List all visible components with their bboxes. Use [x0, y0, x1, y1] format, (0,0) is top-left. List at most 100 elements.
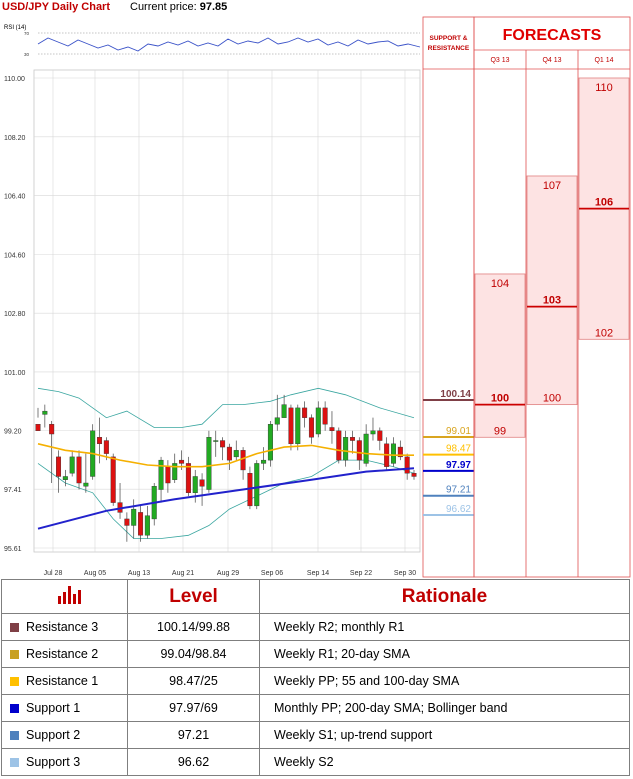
level-color-swatch [10, 731, 19, 741]
support-resistance-column: SUPPORT & RESISTANCE 100.14 99.01 98.47 97.97… [422, 16, 475, 578]
forecast-range-box [526, 175, 578, 406]
x-tick-label: Sep 14 [307, 570, 329, 577]
x-tick-label: Sep 06 [261, 570, 283, 577]
candle-body [411, 473, 417, 477]
levels-table-row: Resistance 1 98.47/25 Weekly PP; 55 and 10… [1, 667, 630, 695]
x-tick-label: Sep 22 [350, 570, 372, 577]
level-color-swatch [10, 758, 19, 768]
candle-body [363, 433, 369, 464]
candle-body [69, 456, 75, 474]
forecast-column-name: Q3 13 [490, 57, 509, 64]
forecast-high-label: 107 [543, 180, 561, 192]
sr-level-label: 100.14 [440, 389, 471, 400]
level-name-cell: Resistance 1 [1, 667, 128, 695]
level-value: 97.97/69 [127, 694, 260, 722]
candle-body [288, 407, 294, 445]
y-tick-label: 104.60 [4, 252, 26, 259]
forecasts-panel: FORECASTS Q3 13 104 100 99 Q4 13 107 103 100 Q1 1… [473, 16, 631, 578]
levels-table-row: Support 3 96.62 Weekly S2 [1, 748, 630, 776]
level-rationale: Monthly PP; 200-day SMA; Bollinger band [259, 694, 630, 722]
y-tick-label: 101.00 [4, 370, 26, 377]
forecast-low-label: 102 [595, 327, 613, 339]
candle-body [172, 463, 178, 480]
levels-table-row: Support 2 97.21 Weekly S1; up-trend suppor… [1, 721, 630, 749]
forecast-low-label: 100 [543, 393, 561, 405]
candle-body [390, 443, 396, 464]
level-name-cell: Support 2 [1, 721, 128, 749]
candle-body [397, 446, 403, 458]
level-name-cell: Support 3 [1, 748, 128, 776]
candle-body [220, 440, 226, 448]
forecast-frame [473, 16, 631, 578]
x-tick-label: Aug 21 [172, 570, 194, 577]
x-tick-label: Aug 05 [84, 570, 106, 577]
level-name: Resistance 3 [26, 620, 99, 634]
candle-body [110, 456, 116, 503]
y-tick-label: 110.00 [4, 76, 25, 83]
sr-level-label: 98.47 [446, 444, 471, 455]
rsi-series-line [37, 37, 421, 52]
candle-body [295, 407, 301, 445]
level-name: Resistance 2 [26, 647, 99, 661]
candle-body [274, 417, 280, 425]
sma-blue-line [37, 467, 415, 530]
candle-body [124, 518, 130, 526]
level-color-swatch [10, 623, 19, 633]
forecast-range-box [474, 273, 526, 438]
levels-table-header: Level Rationale [1, 579, 630, 614]
candle-body [49, 424, 55, 435]
candle-body [62, 476, 68, 480]
candle-body [138, 512, 144, 536]
header-rationale: Rationale [259, 579, 630, 614]
candle-body [315, 407, 321, 435]
candle-body [226, 446, 232, 461]
moving-averages [37, 443, 415, 530]
candle-body [56, 456, 62, 477]
sr-level-label: 96.62 [446, 504, 471, 515]
candle-body [192, 476, 198, 494]
candle-body [185, 463, 191, 494]
level-rationale: Weekly S1; up-trend support [259, 721, 630, 749]
sr-level-label: 97.97 [446, 460, 471, 471]
rsi-label: RSI (14) [4, 25, 26, 31]
candle-body [179, 459, 185, 464]
level-name: Support 1 [26, 701, 81, 715]
candlesticks [35, 394, 417, 542]
level-name-cell: Resistance 2 [1, 640, 128, 668]
x-tick-label: Aug 13 [128, 570, 150, 577]
y-tick-label: 108.20 [4, 135, 26, 142]
current-price: Current price: 97.85 [130, 1, 227, 13]
forecast-low-label: 99 [494, 425, 506, 437]
candle-body [377, 430, 383, 441]
forecast-mid-label: 100 [491, 393, 509, 405]
bar-chart-icon [57, 585, 81, 604]
level-rationale: Weekly S2 [259, 748, 630, 776]
candle-body [322, 407, 328, 425]
candle-body [42, 410, 48, 415]
level-name-cell: Resistance 3 [1, 613, 128, 641]
candle-body [144, 515, 150, 536]
candle-body [83, 482, 89, 487]
candle-body [404, 456, 410, 474]
rsi-tick-30: 30 [24, 52, 30, 57]
plot-frame [33, 69, 421, 553]
forecast-mid-label: 106 [595, 197, 613, 209]
candle-body [254, 463, 260, 507]
candle-body [213, 440, 219, 442]
candle-body [356, 440, 362, 461]
bollinger-bands [37, 387, 415, 539]
y-tick-label: 97.41 [4, 487, 22, 494]
y-tick-label: 102.80 [4, 311, 26, 318]
candle-body [165, 466, 171, 484]
candle-body [370, 430, 376, 435]
header-level: Level [127, 579, 260, 614]
level-value: 100.14/99.88 [127, 613, 260, 641]
y-tick-label: 99.20 [4, 429, 22, 436]
chart-axes: 110.00 108.20 106.40 104.60 102.80 101.00 99.2… [4, 76, 416, 577]
current-price-label: Current price: [130, 1, 197, 13]
sr-header-line1: SUPPORT & [430, 35, 468, 42]
level-name-cell: Support 1 [1, 694, 128, 722]
y-tick-label: 106.40 [4, 194, 26, 201]
candle-body [302, 407, 308, 418]
candle-body [329, 427, 335, 431]
